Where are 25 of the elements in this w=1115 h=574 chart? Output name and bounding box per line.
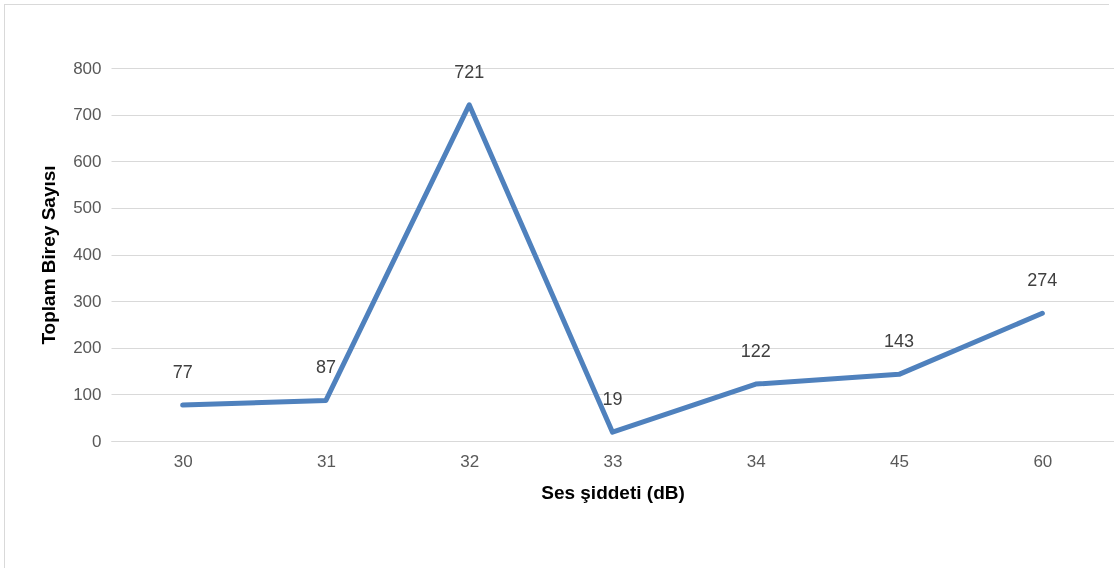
y-tick-label: 300 (73, 291, 102, 311)
y-tick-label: 400 (73, 245, 102, 264)
data-label: 143 (884, 331, 915, 352)
y-tick-label: 600 (73, 151, 102, 171)
x-tick-label: 34 (746, 451, 766, 471)
x-tick-label: 33 (603, 451, 623, 471)
y-tick-label: 0 (92, 431, 102, 451)
x-tick-label: 32 (460, 451, 480, 471)
data-label: 19 (602, 389, 623, 410)
x-tick-label: 31 (316, 451, 336, 471)
y-tick-label: 200 (73, 338, 102, 358)
y-tick-label: 700 (73, 105, 102, 125)
y-tick-label: 100 (73, 384, 102, 404)
data-label: 274 (1027, 270, 1058, 291)
data-label: 87 (315, 357, 336, 378)
x-axis-title: Ses şiddeti (dB) (541, 481, 685, 503)
y-tick-label: 500 (73, 198, 102, 218)
y-tick-label: 800 (73, 58, 102, 78)
y-axis-title: Toplam Birey Sayısı (38, 165, 60, 345)
data-label: 77 (172, 362, 193, 383)
x-tick-label: 30 (173, 451, 193, 471)
data-label: 721 (454, 61, 485, 82)
x-tick-label: 60 (1033, 451, 1053, 471)
x-tick-label: 45 (890, 451, 910, 471)
data-label: 122 (740, 341, 771, 362)
